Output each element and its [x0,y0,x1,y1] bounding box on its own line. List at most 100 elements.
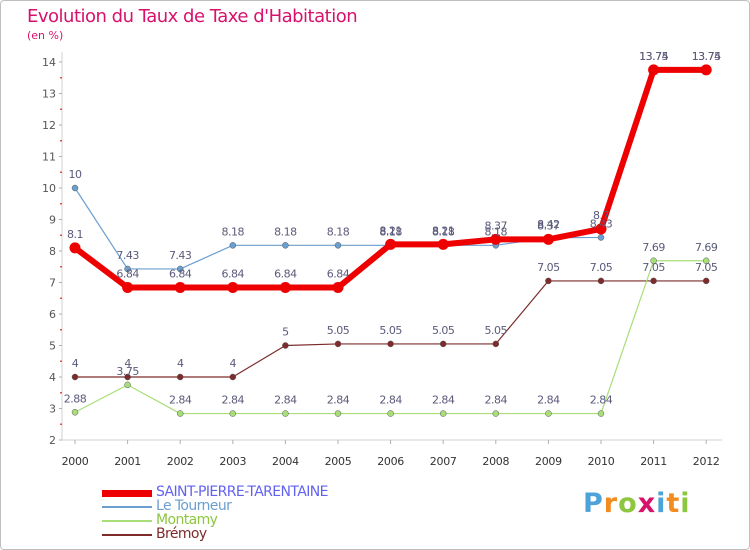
legend-label: SAINT-PIERRE-TARENTAINE [156,484,329,500]
data-label: 8.37 [485,219,508,232]
x-tick-label: 2007 [430,455,457,468]
data-label: 8.43 [590,217,613,230]
logo-letter: x [637,488,657,519]
data-point [282,410,289,417]
data-label: 2.84 [537,394,560,407]
data-point [71,373,79,381]
data-point [387,410,394,417]
x-tick-label: 2000 [62,455,89,468]
data-label: 5.05 [327,324,350,337]
logo-letter: i [656,488,667,519]
data-point [597,277,605,285]
data-point [650,277,657,285]
data-point [650,257,657,265]
y-tick-label: 10 [42,182,56,195]
legend-label: Montamy [156,512,218,528]
data-label: 4 [124,357,131,370]
legend-label: Brémoy [156,526,207,542]
data-label: 6.84 [169,268,192,281]
data-point [282,242,289,249]
data-label: 8.21 [379,224,402,237]
x-tick-label: 2012 [693,455,720,468]
data-label: 7.69 [695,241,718,254]
data-label: 6.84 [116,268,139,281]
data-label: 7.05 [695,261,718,274]
legend-swatch [102,520,152,522]
data-label: 2.84 [590,394,613,407]
data-label: 3.75 [116,365,139,378]
data-label: 5.05 [485,324,508,337]
logo-letter: t [666,488,681,519]
data-label: 2.84 [432,394,455,407]
x-tick-label: 2002 [167,455,194,468]
y-tick-label: 8 [49,245,56,258]
legend-swatch [102,534,152,536]
x-tick-label: 2001 [114,455,141,468]
y-tick-label: 4 [49,371,56,384]
data-point [124,265,131,273]
data-label: 8.18 [274,225,297,238]
data-point [648,64,660,76]
data-label: 8.18 [222,225,245,238]
data-point [176,265,184,273]
y-tick-label: 6 [49,308,56,321]
data-label: 2.84 [485,394,508,407]
data-label: 7.69 [642,241,665,254]
data-label: 8.42 [537,218,560,231]
y-tick-label: 2 [49,434,56,447]
data-label: 2.88 [64,392,87,405]
data-point [542,233,554,245]
data-point [702,257,710,265]
data-label: 2.84 [327,394,350,407]
data-label: 10 [69,168,82,181]
data-point [490,233,502,245]
data-label: 2.84 [274,394,297,407]
data-point [71,184,79,192]
y-tick-label: 11 [42,151,56,164]
data-label: 5.05 [379,324,402,337]
data-label: 8.7 [593,209,609,222]
data-point [334,340,342,348]
chart-title: Evolution du Taux de Taxe d'Habitation [27,6,358,27]
data-point [545,277,552,285]
data-point [597,234,605,241]
data-point [385,238,397,250]
data-point [124,373,131,381]
data-point [334,242,342,249]
data-label: 2.84 [222,394,245,407]
data-point [279,282,291,294]
data-label: 8.21 [432,224,455,237]
x-tick-label: 2006 [377,455,404,468]
data-point [700,64,712,76]
data-point [229,373,237,381]
line-chart: 2 3 4 5 6 7 8 9 10 11 12 13 14 2000 2001 2002 2003 2004 20… [42,50,722,468]
data-point [176,410,184,417]
data-label: 8.18 [432,225,455,238]
data-point [227,282,239,294]
data-label: 7.05 [590,261,613,274]
series-line-2 [74,260,707,415]
x-tick-label: 2010 [588,455,615,468]
data-label: 8.18 [379,225,402,238]
chart-subtitle: (en %) [27,29,64,42]
x-tick-label: 2003 [219,455,246,468]
data-label: 6.84 [327,268,350,281]
data-label: 8.1 [67,228,83,241]
data-label: 2.84 [379,394,402,407]
y-tick-label: 9 [49,214,56,227]
x-tick-label: 2008 [482,455,509,468]
logo-letter: P [583,488,604,519]
data-label: 13.74 [639,50,668,63]
data-point [69,242,81,254]
y-tick-label: 3 [49,403,56,416]
y-tick-label: 7 [49,277,56,290]
data-point [439,410,447,417]
data-label: 4 [72,357,79,370]
data-label: 6.84 [274,268,297,281]
y-tick-label: 5 [49,340,56,353]
data-point [71,409,79,416]
proxiti-logo: Proxiti [583,488,691,519]
data-point [334,410,342,417]
x-tick-label: 2011 [640,455,667,468]
data-label: 8.18 [327,225,350,238]
